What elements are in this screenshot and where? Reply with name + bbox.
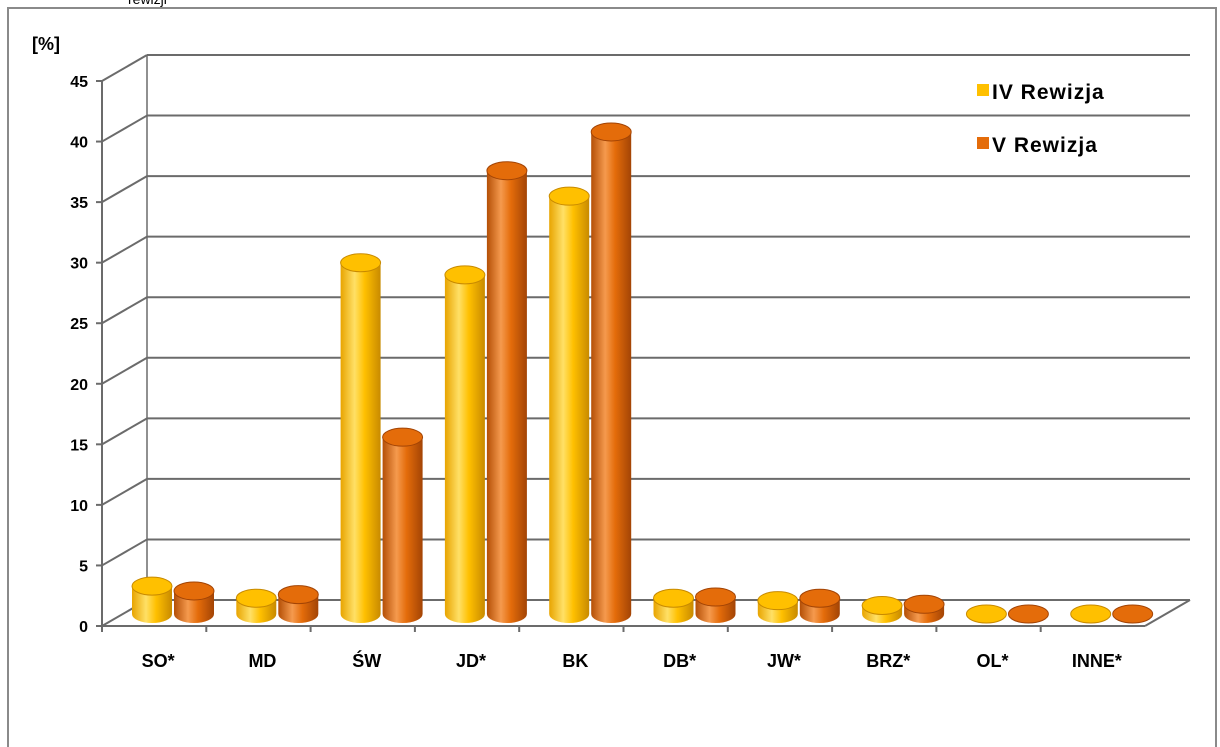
- bar-iv-rewizja-0: [131, 576, 173, 623]
- gridline-side-20: [101, 356, 148, 385]
- y-tick-label-5: 5: [79, 558, 88, 575]
- bar-body: [486, 170, 527, 624]
- x-tick-label-0: SO*: [142, 651, 175, 671]
- bar-body: [340, 262, 381, 623]
- y-tick-label-20: 20: [70, 377, 88, 394]
- bar-top: [277, 585, 319, 605]
- bar-v-rewizja-4: [590, 122, 632, 623]
- y-tick-label-30: 30: [70, 256, 88, 273]
- bar-v-rewizja-5: [695, 587, 736, 623]
- bar-iv-rewizja-2: [340, 253, 382, 623]
- gridline-side-5: [101, 538, 148, 567]
- bar-v-rewizja-3: [486, 161, 528, 624]
- x-tick-label-4: BK: [562, 651, 588, 671]
- bar-top: [653, 588, 694, 608]
- bar-top: [548, 186, 590, 206]
- gridline-side-10: [101, 478, 148, 506]
- gridline-side-40: [101, 114, 148, 143]
- gridline-side-25: [101, 296, 148, 325]
- bar-top: [590, 122, 632, 142]
- top-text-fragment: rewizji: [128, 0, 167, 7]
- bar-body: [382, 437, 423, 623]
- bar-top: [444, 265, 486, 285]
- bar-v-rewizja-2: [382, 427, 424, 623]
- bar-top: [799, 588, 841, 608]
- gridline-side-35: [101, 175, 148, 203]
- bar-top: [757, 591, 799, 611]
- bar-iv-rewizja-7: [861, 596, 903, 623]
- bar-v-rewizja-7: [903, 594, 945, 623]
- y-unit-label: [%]: [32, 34, 60, 54]
- legend-swatch-iv-rewizja: [977, 84, 989, 96]
- bar-iv-rewizja-1: [235, 588, 277, 623]
- bar-top: [235, 588, 277, 608]
- y-tick-label-40: 40: [70, 135, 88, 152]
- y-tick-label-0: 0: [79, 619, 88, 636]
- bar-top: [903, 594, 945, 614]
- bar-iv-rewizja-5: [653, 588, 694, 623]
- gridlines: [101, 54, 1190, 627]
- tick-labels: 0 5 10 15 20 25 30 35 40 45 SO* MD ŚW JD* BK DB* JW* BRZ*…: [70, 74, 1122, 671]
- x-tick-label-7: BRZ*: [866, 651, 910, 671]
- y-tick-label-25: 25: [70, 316, 88, 333]
- bar-body: [444, 274, 485, 623]
- x-tick-label-5: DB*: [663, 651, 696, 671]
- axes: [96, 55, 1191, 632]
- y-tick-label-10: 10: [70, 498, 88, 515]
- x-tick-label-2: ŚW: [352, 650, 381, 671]
- x-tick-label-1: MD: [248, 651, 276, 671]
- bar-v-rewizja-1: [277, 585, 319, 623]
- legend: IV Rewizja V Rewizja: [977, 81, 1105, 157]
- bar-body: [549, 196, 590, 623]
- bar-top: [695, 587, 736, 607]
- floor-right-edge: [1144, 599, 1191, 627]
- bar-top: [1070, 604, 1112, 624]
- bars: [131, 122, 1154, 624]
- bar-iv-rewizja-4: [548, 186, 590, 623]
- gridline-side-15: [101, 417, 148, 446]
- gridline-side-45: [101, 54, 148, 82]
- bar-top: [131, 576, 173, 596]
- bar-body: [591, 131, 632, 623]
- bar-top: [382, 427, 424, 447]
- x-tick-label-3: JD*: [456, 651, 486, 671]
- bar-body: [132, 586, 172, 623]
- bar-top: [1007, 604, 1049, 624]
- legend-label-v-rewizja: V Rewizja: [992, 134, 1098, 157]
- y-tick-label-35: 35: [70, 195, 88, 212]
- bar-v-rewizja-9: [1112, 604, 1154, 624]
- x-tick-label-9: INNE*: [1072, 651, 1122, 671]
- gridline-side-30: [101, 235, 148, 264]
- y-tick-label-45: 45: [70, 74, 88, 91]
- bar-v-rewizja-6: [799, 588, 841, 623]
- x-tick-label-6: JW*: [767, 651, 801, 671]
- bar-v-rewizja-8: [1007, 604, 1049, 624]
- bar-top: [486, 161, 528, 181]
- chart-frame: [7, 7, 1217, 747]
- bar-iv-rewizja-9: [1070, 604, 1112, 624]
- bar-top: [173, 581, 215, 601]
- bar-iv-rewizja-6: [757, 591, 799, 623]
- bar-top: [340, 253, 382, 273]
- bar-iv-rewizja-3: [444, 265, 486, 623]
- x-tick-label-8: OL*: [977, 651, 1009, 671]
- legend-swatch-v-rewizja: [977, 137, 989, 149]
- bar-top: [1112, 604, 1154, 624]
- bar-top: [861, 596, 903, 616]
- bar-v-rewizja-0: [173, 581, 215, 623]
- legend-label-iv-rewizja: IV Rewizja: [992, 81, 1105, 104]
- y-tick-label-15: 15: [70, 437, 88, 454]
- bar-iv-rewizja-8: [965, 604, 1007, 624]
- bar-top: [965, 604, 1007, 624]
